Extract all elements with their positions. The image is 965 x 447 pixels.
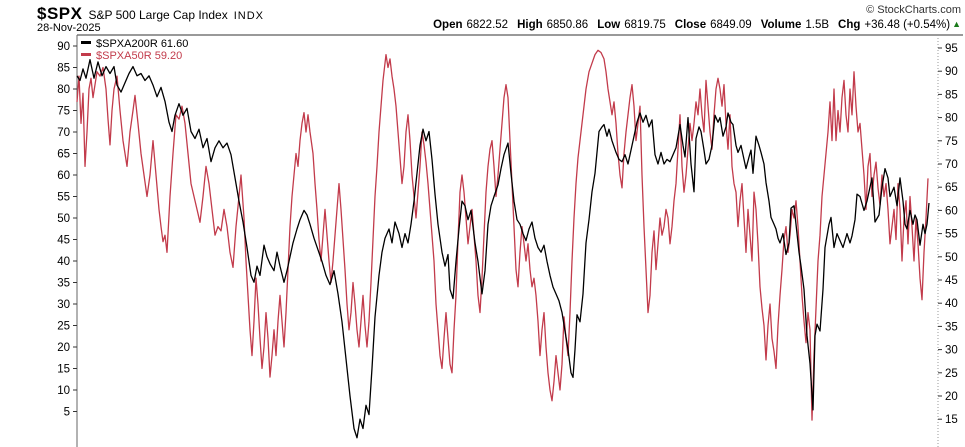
legend-item-spxa200r: $SPXA200R 61.60 [81, 38, 188, 50]
change-up-arrow-icon: ▲ [952, 19, 961, 29]
right-axis-tick-label: 50 [945, 252, 958, 264]
chart-line-spxa200r [76, 58, 930, 439]
right-axis-tick-label: 45 [945, 275, 958, 287]
exchange-label: INDX [233, 10, 264, 22]
left-axis-tick-label: 70 [57, 127, 70, 139]
quote-value-close: 6849.09 [710, 19, 752, 31]
quote-label-close: Close [674, 19, 707, 31]
quote-value-volume: 1.5B [805, 19, 830, 31]
left-axis-tick-label: 10 [57, 385, 70, 397]
right-axis-tick-label: 40 [945, 298, 958, 310]
quote-value-high: 6850.86 [546, 19, 589, 31]
left-axis-tick-label: 75 [57, 106, 70, 118]
left-axis-tick-label: 5 [64, 407, 70, 419]
left-axis-tick-label: 35 [57, 278, 70, 290]
left-axis-tick-label: 90 [57, 41, 70, 53]
left-axis-tick-label: 50 [57, 213, 70, 225]
right-axis-tick-label: 60 [945, 205, 958, 217]
chart-legend: $SPXA200R 61.60 $SPXA50R 59.20 [81, 38, 188, 62]
right-axis-tick-label: 25 [945, 368, 958, 380]
right-axis-tick-label: 30 [945, 345, 958, 357]
left-axis-tick-label: 15 [57, 364, 70, 376]
legend-line-swatch-icon [81, 41, 91, 44]
chart-date: 28-Nov-2025 [37, 22, 101, 34]
legend-text: $SPXA200R 61.60 [96, 38, 189, 50]
left-axis-tick-label: 45 [57, 235, 70, 247]
quote-label-high: High [517, 19, 543, 31]
chart-line-spxa50r [76, 49, 929, 421]
quote-row: Open 6822.52 High 6850.86 Low 6819.75 Close 684… [424, 19, 961, 31]
right-axis-tick-label: 55 [945, 229, 958, 241]
quote-label-low: Low [597, 19, 621, 31]
left-axis-tick-label: 80 [57, 84, 70, 96]
right-axis-tick-label: 75 [945, 136, 958, 148]
quote-value-low: 6819.75 [624, 19, 666, 31]
right-axis-tick-label: 95 [945, 43, 958, 55]
legend-line-swatch-icon [81, 53, 91, 56]
right-axis-tick-label: 90 [945, 66, 958, 78]
right-axis-tick-label: 80 [945, 113, 958, 125]
right-axis-tick-label: 70 [945, 159, 958, 171]
right-axis-tick-label: 85 [945, 89, 958, 101]
legend-text: $SPXA50R 59.20 [96, 50, 183, 62]
right-axis-tick-label: 20 [945, 391, 958, 403]
left-axis-tick-label: 25 [57, 321, 70, 333]
quote-label-volume: Volume [760, 19, 802, 31]
right-axis-tick-label: 35 [945, 321, 958, 333]
right-axis-tick-label: 65 [945, 182, 958, 194]
right-axis-tick-label: 15 [945, 414, 958, 426]
left-axis-tick-label: 65 [57, 149, 70, 161]
index-name: S&P 500 Large Cap Index [88, 8, 228, 22]
left-axis-tick-label: 60 [57, 170, 70, 182]
quote-value-chg: +36.48 (+0.54%) [864, 19, 951, 31]
left-axis-tick-label: 85 [57, 63, 70, 75]
left-axis-tick-label: 20 [57, 342, 70, 354]
legend-item-spxa50r: $SPXA50R 59.20 [81, 50, 188, 62]
left-axis-tick-label: 30 [57, 299, 70, 311]
stockcharts-copyright: © StockCharts.com [866, 4, 961, 16]
left-axis-tick-label: 55 [57, 192, 70, 204]
quote-value-open: 6822.52 [466, 19, 509, 31]
symbol: $SPX [37, 4, 83, 23]
chart-title-row: $SPX S&P 500 Large Cap Index INDX [37, 4, 264, 24]
quote-label-open: Open [433, 19, 463, 31]
left-axis-tick-label: 40 [57, 256, 70, 268]
quote-label-chg: Chg [838, 19, 861, 31]
